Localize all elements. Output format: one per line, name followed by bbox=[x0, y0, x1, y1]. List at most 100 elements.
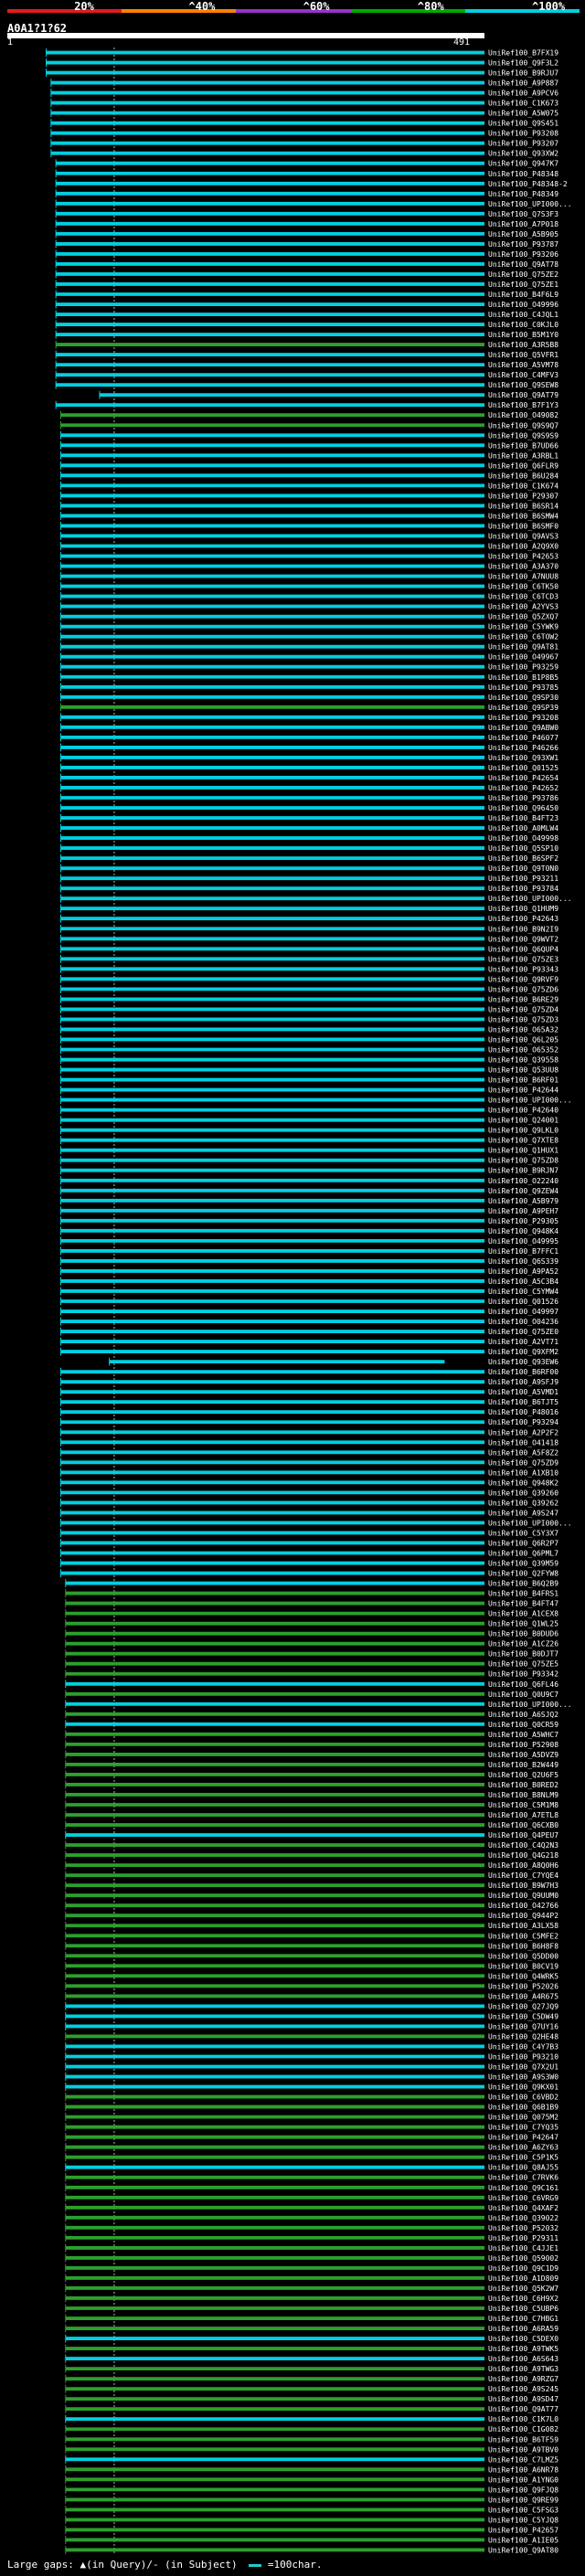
hit-row[interactable]: UniRef100_Q39022 bbox=[65, 2213, 558, 2222]
hit-row[interactable]: UniRef100_Q5DD00 bbox=[65, 1951, 558, 1960]
hit-row[interactable]: UniRef100_A5C3B4 bbox=[59, 1277, 558, 1286]
hit-row[interactable]: UniRef100_Q1HUX1 bbox=[59, 1146, 558, 1155]
hit-row[interactable]: UniRef100_Q947K7 bbox=[55, 159, 558, 168]
hit-row[interactable]: UniRef100_Q27JQ9 bbox=[65, 2001, 558, 2010]
hit-row[interactable]: UniRef100_B7UD66 bbox=[59, 440, 558, 450]
hit-row[interactable]: UniRef100_Q4G218 bbox=[65, 1850, 558, 1860]
hit-row[interactable]: UniRef100_P29305 bbox=[59, 1216, 558, 1225]
hit-row[interactable]: UniRef100_A5VM78 bbox=[55, 360, 558, 369]
hit-row[interactable]: UniRef100_A6RA59 bbox=[65, 2324, 558, 2333]
hit-row[interactable]: UniRef100_P42652 bbox=[59, 783, 558, 792]
hit-row[interactable]: UniRef100_O65A32 bbox=[59, 1025, 558, 1034]
hit-row[interactable]: UniRef100_A9TWK5 bbox=[65, 2344, 558, 2353]
hit-row[interactable]: UniRef100_Q4WRK5 bbox=[65, 1971, 558, 1980]
hit-row[interactable]: UniRef100_Q7UY16 bbox=[65, 2022, 558, 2030]
hit-row[interactable]: UniRef100_C7RVK6 bbox=[65, 2173, 558, 2182]
hit-row[interactable]: UniRef100_Q5SP10 bbox=[59, 843, 558, 853]
hit-row[interactable]: UniRef100_Q0CR59 bbox=[65, 1720, 558, 1729]
hit-row[interactable]: UniRef100_P52908 bbox=[65, 1740, 558, 1749]
hit-row[interactable]: UniRef100_O49998 bbox=[59, 833, 558, 843]
hit-row[interactable]: UniRef100_Q7S3F3 bbox=[55, 209, 558, 218]
hit-row[interactable]: UniRef100_Q24001 bbox=[59, 1116, 558, 1125]
hit-row[interactable]: UniRef100_Q6R2P7 bbox=[59, 1539, 558, 1547]
hit-row[interactable]: UniRef100_P93211 bbox=[59, 874, 558, 883]
hit-row[interactable]: UniRef100_Q9AT80 bbox=[65, 2546, 558, 2554]
hit-row[interactable]: UniRef100_Q2HE48 bbox=[65, 2032, 558, 2041]
hit-row[interactable]: UniRef100_C5YWK9 bbox=[59, 622, 558, 631]
hit-row[interactable]: UniRef100_A6S643 bbox=[65, 2354, 558, 2363]
hit-row[interactable]: UniRef100_Q39M59 bbox=[59, 1559, 558, 1568]
hit-row[interactable]: UniRef100_Q93XW2 bbox=[50, 149, 558, 158]
hit-row[interactable]: UniRef100_Q9UUM0 bbox=[65, 1891, 558, 1900]
hit-row[interactable]: UniRef100_Q944P2 bbox=[65, 1911, 558, 1920]
hit-row[interactable]: UniRef100_C1K674 bbox=[59, 481, 558, 490]
hit-row[interactable]: UniRef100_Q75ZD6 bbox=[59, 984, 558, 993]
hit-row[interactable]: UniRef100_Q6L205 bbox=[59, 1035, 558, 1044]
hit-row[interactable]: UniRef100_O49997 bbox=[59, 1307, 558, 1316]
hit-row[interactable]: UniRef100_B6SMW4 bbox=[59, 512, 558, 520]
hit-row[interactable]: UniRef100_A5F8Z2 bbox=[59, 1447, 558, 1457]
hit-row[interactable]: UniRef100_B6Q2B9 bbox=[65, 1579, 558, 1588]
hit-row[interactable]: UniRef100_Q9C161 bbox=[65, 2183, 558, 2192]
hit-row[interactable]: UniRef100_A4R675 bbox=[65, 1991, 558, 2000]
hit-row[interactable]: UniRef100_Q53UU8 bbox=[59, 1065, 558, 1075]
hit-row[interactable]: UniRef100_Q75ZD4 bbox=[59, 1005, 558, 1013]
hit-row[interactable]: UniRef100_UPI000... bbox=[59, 1096, 572, 1105]
hit-row[interactable]: UniRef100_O41418 bbox=[59, 1437, 558, 1447]
hit-row[interactable]: UniRef100_B9RJN7 bbox=[59, 1166, 558, 1175]
hit-row[interactable]: UniRef100_Q9LKL0 bbox=[59, 1126, 558, 1135]
hit-row[interactable]: UniRef100_O49996 bbox=[55, 300, 558, 309]
hit-row[interactable]: UniRef100_Q9S9Q7 bbox=[59, 420, 558, 429]
hit-row[interactable]: UniRef100_UPI000... bbox=[55, 199, 572, 208]
hit-row[interactable]: UniRef100_A5B979 bbox=[59, 1196, 558, 1205]
hit-row[interactable]: UniRef100_P52026 bbox=[65, 1981, 558, 1990]
hit-row[interactable]: UniRef100_B0DJT7 bbox=[65, 1649, 558, 1659]
hit-row[interactable]: UniRef100_Q9KX01 bbox=[65, 2083, 558, 2092]
hit-row[interactable]: UniRef100_Q0U9C7 bbox=[65, 1690, 558, 1699]
hit-row[interactable]: UniRef100_C5Y3X7 bbox=[59, 1529, 558, 1537]
hit-row[interactable]: UniRef100_A6SJQ2 bbox=[65, 1710, 558, 1719]
hit-row[interactable]: UniRef100_Q9SP30 bbox=[59, 693, 558, 702]
hit-row[interactable]: UniRef100_B2W449 bbox=[65, 1760, 558, 1769]
hit-row[interactable]: UniRef100_P42657 bbox=[65, 2526, 558, 2534]
hit-row[interactable]: UniRef100_P42653 bbox=[59, 552, 558, 561]
hit-row[interactable]: UniRef100_C0KJL0 bbox=[55, 320, 558, 329]
hit-row[interactable]: UniRef100_Q8AJ55 bbox=[65, 2163, 558, 2172]
hit-row[interactable]: UniRef100_B6RF00 bbox=[59, 1367, 558, 1376]
hit-row[interactable]: UniRef100_A5B905 bbox=[55, 229, 558, 239]
hit-row[interactable]: UniRef100_Q9C1D9 bbox=[65, 2263, 558, 2273]
hit-row[interactable]: UniRef100_B6SR14 bbox=[59, 502, 558, 510]
hit-row[interactable]: UniRef100_C5FSG3 bbox=[65, 2506, 558, 2514]
hit-row[interactable]: UniRef100_A5W075 bbox=[50, 109, 558, 118]
hit-row[interactable]: UniRef100_Q9FJQ8 bbox=[65, 2485, 558, 2494]
hit-row[interactable]: UniRef100_C6TOW2 bbox=[59, 632, 558, 641]
hit-row[interactable]: UniRef100_P29311 bbox=[65, 2233, 558, 2242]
hit-row[interactable]: UniRef100_A1YNG0 bbox=[65, 2475, 558, 2484]
hit-row[interactable]: UniRef100_B6SPF2 bbox=[59, 853, 558, 863]
hit-row[interactable]: UniRef100_Q2FYW8 bbox=[59, 1569, 558, 1578]
hit-row[interactable]: UniRef100_Q93EW6 bbox=[109, 1357, 559, 1366]
hit-row[interactable]: UniRef100_Q6QUP4 bbox=[59, 944, 558, 953]
hit-row[interactable]: UniRef100_P42640 bbox=[59, 1106, 558, 1115]
hit-row[interactable]: UniRef100_A9PCV6 bbox=[50, 89, 558, 98]
hit-row[interactable]: UniRef100_A9S247 bbox=[59, 1509, 558, 1517]
hit-row[interactable]: UniRef100_B6RF01 bbox=[59, 1076, 558, 1085]
hit-row[interactable]: UniRef100_P93210 bbox=[65, 2052, 558, 2062]
hit-row[interactable]: UniRef100_UPI000... bbox=[59, 1519, 572, 1527]
hit-row[interactable]: UniRef100_B9RJU7 bbox=[46, 69, 559, 78]
hit-row[interactable]: UniRef100_A3RBL1 bbox=[59, 451, 558, 460]
hit-row[interactable]: UniRef100_Q9ABW0 bbox=[59, 723, 558, 732]
hit-row[interactable]: UniRef100_Q948K2 bbox=[59, 1478, 558, 1487]
hit-row[interactable]: UniRef100_Q9F3L2 bbox=[46, 58, 559, 68]
hit-row[interactable]: UniRef100_B4FRS1 bbox=[65, 1589, 558, 1598]
hit-row[interactable]: UniRef100_A1D809 bbox=[65, 2274, 558, 2283]
hit-row[interactable]: UniRef100_A2P2F2 bbox=[59, 1427, 558, 1436]
hit-row[interactable]: UniRef100_O49082 bbox=[59, 410, 558, 419]
hit-row[interactable]: UniRef100_B6U284 bbox=[59, 471, 558, 480]
hit-row[interactable]: UniRef100_Q4PEU7 bbox=[65, 1830, 558, 1839]
hit-row[interactable]: UniRef100_Q75ZE5 bbox=[65, 1659, 558, 1669]
hit-row[interactable]: UniRef100_Q93XW1 bbox=[59, 753, 558, 762]
hit-row[interactable]: UniRef100_C7YQ35 bbox=[65, 2123, 558, 2132]
hit-row[interactable]: UniRef100_A7ETL8 bbox=[65, 1810, 558, 1819]
hit-row[interactable]: UniRef100_C4JJE1 bbox=[65, 2243, 558, 2253]
